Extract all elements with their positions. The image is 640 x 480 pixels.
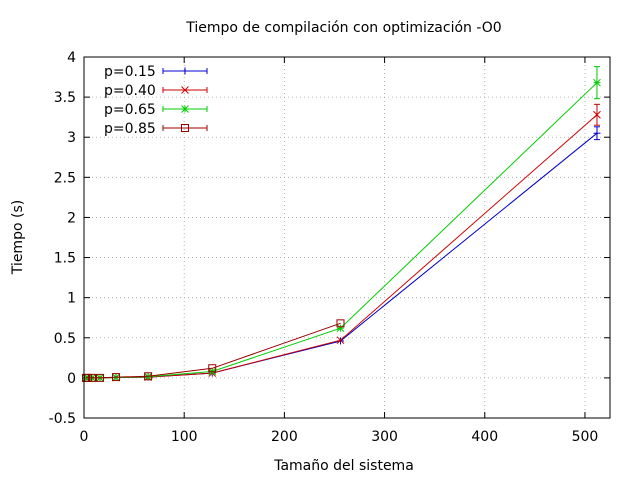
x-tick-label: 300 (371, 429, 398, 445)
legend-marker (181, 86, 189, 94)
series-group (82, 66, 601, 382)
legend: p=0.15 p=0.40 p=0.65 p=0.85 (104, 64, 208, 137)
series-p-0-65 (82, 66, 601, 382)
legend-label: p=0.15 (104, 64, 156, 80)
data-point (336, 319, 345, 328)
legend-item: p=0.65 (104, 102, 208, 118)
chart-title: Tiempo de compilación con optimización -… (185, 20, 501, 36)
legend-label: p=0.40 (104, 83, 156, 99)
x-tick-label: 200 (271, 429, 298, 445)
legend-item: p=0.85 (104, 121, 208, 137)
series-p-0-85 (82, 319, 345, 382)
y-tick-label: 4 (67, 50, 76, 66)
x-tick-label: 400 (471, 429, 498, 445)
series-line (86, 114, 598, 379)
data-point (208, 364, 217, 373)
data-point (84, 373, 93, 382)
x-ticks: 0 100 200 300 400 500 (80, 57, 599, 445)
data-point (112, 373, 121, 382)
series-p-0-15 (82, 126, 601, 382)
plot-frame (83, 56, 611, 419)
y-tick-label: 3 (67, 130, 76, 146)
series-p-0-40 (82, 103, 601, 382)
y-tick-label: 1 (67, 291, 76, 307)
legend-marker (181, 67, 189, 75)
legend-label: p=0.65 (104, 102, 156, 118)
data-point (336, 336, 345, 345)
x-axis-label: Tamaño del sistema (273, 458, 414, 474)
legend-marker (181, 124, 189, 132)
y-tick-label: 3.5 (54, 90, 76, 106)
data-point (593, 110, 601, 119)
y-axis-label: Tiempo (s) (10, 200, 26, 275)
y-tick-label: 2.5 (54, 170, 76, 186)
data-point (96, 373, 105, 382)
x-tick-label: 0 (80, 429, 89, 445)
y-tick-label: 0 (67, 371, 76, 387)
legend-item: p=0.40 (104, 83, 208, 99)
data-point (88, 373, 97, 382)
y-tick-label: 1.5 (54, 251, 76, 267)
data-point (593, 78, 601, 87)
legend-label: p=0.85 (104, 121, 156, 137)
grid (84, 57, 610, 418)
x-tick-label: 500 (572, 429, 599, 445)
data-point (144, 372, 153, 381)
data-point (593, 129, 601, 137)
x-tick-label: 100 (171, 429, 198, 445)
legend-item: p=0.15 (104, 64, 208, 80)
legend-marker (181, 105, 189, 113)
y-tick-label: 0.5 (54, 331, 76, 347)
y-tick-label: 2 (67, 210, 76, 226)
y-ticks: -0.5 0 0.5 1 1.5 2 2.5 3 3.5 4 (49, 50, 610, 427)
y-tick-label: -0.5 (49, 411, 76, 427)
data-point (336, 324, 345, 333)
